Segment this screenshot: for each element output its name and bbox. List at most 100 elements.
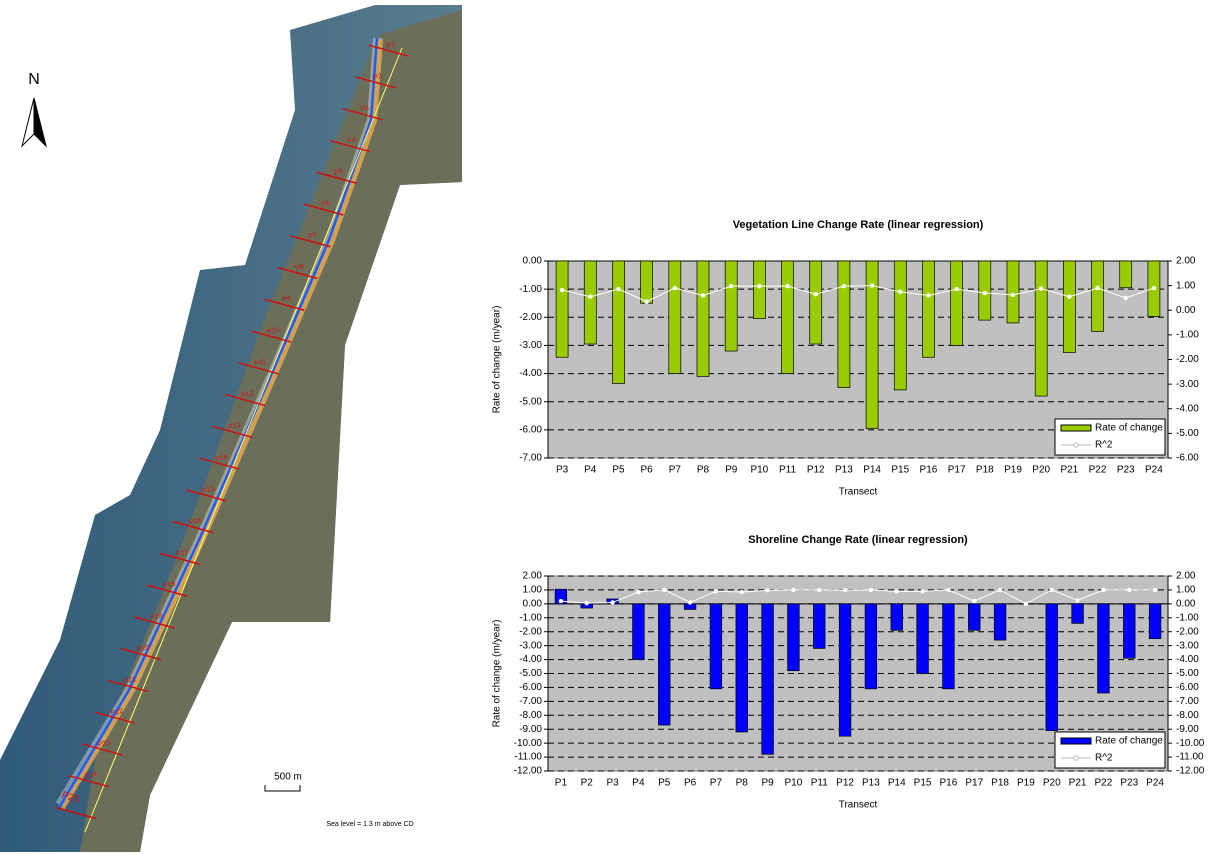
- north-arrow: N: [21, 71, 47, 148]
- bar: [890, 603, 903, 631]
- r2-point: [1010, 292, 1016, 298]
- r2-point: [1023, 601, 1029, 607]
- y-tick-label: -2.00: [519, 312, 542, 323]
- land: [80, 10, 462, 852]
- r2-point: [894, 589, 899, 594]
- transect: [355, 76, 396, 89]
- x-tick-label: P11: [779, 465, 796, 476]
- r2-point: [588, 294, 593, 299]
- legend-swatch: [1060, 424, 1092, 432]
- scale-label: 500 m: [274, 772, 302, 783]
- bar: [735, 603, 748, 733]
- x-axis-title: Transect: [839, 487, 878, 498]
- y-axis-title: Rate of change (m/year): [492, 620, 503, 728]
- r2-point: [1127, 587, 1132, 593]
- r2-line: [560, 589, 1156, 605]
- y-tick-label: -4.00: [519, 654, 542, 665]
- r2-point: [982, 290, 988, 296]
- transect-label: P6: [321, 200, 331, 209]
- x-tick-label: P9: [725, 465, 738, 476]
- x-tick-label: P5: [658, 778, 671, 789]
- r2-point: [687, 600, 693, 605]
- transect: [251, 330, 292, 343]
- bar: [724, 260, 738, 352]
- transect-label: P25: [60, 790, 81, 806]
- bar: [753, 260, 766, 320]
- bar: [1123, 603, 1136, 659]
- transect-label: P23: [97, 740, 111, 749]
- bar: [1034, 260, 1048, 397]
- x-tick-label: P4: [584, 465, 597, 476]
- legend-label: Rate of change: [1095, 736, 1163, 747]
- y-tick-label: -6.00: [519, 682, 542, 693]
- x-tick-label: P6: [641, 465, 654, 476]
- y2-tick-label: -6.00: [1176, 682, 1199, 693]
- r2-point: [946, 587, 951, 593]
- bar: [893, 260, 907, 391]
- y-tick-label: -3.00: [519, 640, 542, 651]
- r2-point: [817, 587, 822, 593]
- y2-tick-label: -1.00: [1176, 612, 1199, 623]
- shoreline: [57, 37, 379, 809]
- r2-point: [558, 598, 564, 604]
- r2-point: [841, 283, 847, 289]
- y2-tick-label: 1.00: [1176, 280, 1196, 291]
- transect-label: P11: [254, 358, 267, 367]
- bar: [555, 260, 569, 358]
- x-tick-label: P16: [940, 778, 958, 789]
- r2-point: [954, 286, 959, 292]
- r2-point: [926, 293, 931, 298]
- transect: [264, 298, 305, 311]
- bar: [1091, 260, 1104, 332]
- bar: [837, 260, 851, 388]
- x-tick-label: P1: [555, 778, 568, 789]
- y-tick-label: 0.00: [523, 598, 543, 609]
- transect-label: P4: [347, 136, 357, 145]
- transect: [55, 806, 97, 820]
- bar: [761, 603, 774, 755]
- y-tick-label: -6.00: [519, 424, 542, 435]
- r2-point: [765, 588, 770, 593]
- y-tick-label: -12.00: [514, 766, 543, 777]
- r2-point: [739, 589, 744, 595]
- transect: [212, 425, 253, 439]
- legend-swatch: [1073, 755, 1079, 761]
- transect-label: P19: [149, 612, 163, 621]
- transect-label: P24: [84, 771, 98, 780]
- x-tick-label: P16: [920, 465, 938, 476]
- r2-point: [1101, 587, 1106, 593]
- y2-tick-label: -12.00: [1176, 766, 1205, 777]
- transect: [107, 679, 149, 693]
- r2-point: [672, 285, 678, 291]
- r2-point: [636, 589, 641, 595]
- x-tick-label: P11: [811, 778, 828, 789]
- transect-label: P16: [188, 517, 202, 526]
- bar: [1119, 260, 1133, 289]
- transect-label: P15: [201, 485, 215, 494]
- bar: [612, 260, 625, 384]
- sea-level-note: Sea level = 1.3 m above CD: [326, 821, 413, 828]
- bar: [838, 603, 852, 737]
- r2-point: [1067, 294, 1072, 299]
- r2-point: [842, 588, 848, 593]
- r2-point: [559, 287, 565, 293]
- y2-tick-label: -3.00: [1176, 640, 1199, 651]
- y-tick-label: -3.00: [519, 340, 542, 351]
- transect-label: P3: [360, 105, 370, 114]
- transect: [277, 266, 318, 280]
- r2-point: [728, 283, 734, 289]
- bar: [809, 260, 823, 345]
- x-tick-label: P24: [1145, 465, 1163, 476]
- bar: [787, 603, 800, 672]
- transect-label: P22: [110, 708, 124, 717]
- r2-point: [997, 587, 1003, 593]
- x-tick-label: P14: [863, 465, 881, 476]
- y2-tick-label: -11.00: [1176, 752, 1204, 763]
- bar: [668, 260, 682, 374]
- bar: [709, 603, 723, 690]
- y-tick-label: -7.00: [519, 453, 542, 464]
- transect-label: P13: [228, 422, 242, 431]
- x-tick-label: P14: [888, 778, 906, 789]
- transect-label: P8: [295, 264, 305, 273]
- north-label: N: [28, 71, 40, 88]
